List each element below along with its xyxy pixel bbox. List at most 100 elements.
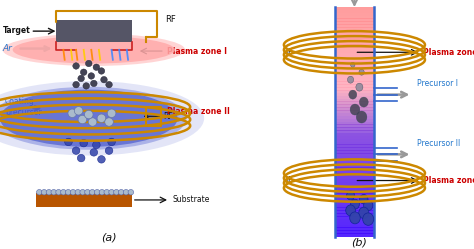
Text: Ar: Ar xyxy=(2,44,12,53)
Circle shape xyxy=(346,191,355,200)
Circle shape xyxy=(105,147,113,154)
Bar xyxy=(335,176,374,179)
Bar xyxy=(335,116,374,119)
Bar xyxy=(335,210,374,214)
Bar xyxy=(335,162,374,165)
Text: Precursor I: Precursor I xyxy=(417,79,458,88)
Bar xyxy=(335,164,374,168)
Bar xyxy=(335,202,374,205)
Circle shape xyxy=(356,83,363,91)
Bar xyxy=(335,213,374,216)
Bar xyxy=(335,233,374,237)
Ellipse shape xyxy=(0,81,204,155)
Bar xyxy=(335,62,374,65)
Circle shape xyxy=(128,189,134,195)
Circle shape xyxy=(123,189,129,195)
Bar xyxy=(335,13,374,16)
Circle shape xyxy=(106,81,112,88)
Circle shape xyxy=(360,194,368,204)
Bar xyxy=(335,139,374,142)
Bar xyxy=(335,173,374,176)
Bar xyxy=(335,130,374,133)
Circle shape xyxy=(350,104,360,115)
Bar xyxy=(335,122,374,125)
Circle shape xyxy=(65,189,71,195)
Circle shape xyxy=(109,189,114,195)
Circle shape xyxy=(75,189,81,195)
FancyBboxPatch shape xyxy=(56,20,132,42)
Bar xyxy=(335,228,374,231)
Ellipse shape xyxy=(2,34,185,66)
Bar xyxy=(335,216,374,219)
Text: RF: RF xyxy=(165,15,175,24)
Text: RF: RF xyxy=(283,48,293,57)
Circle shape xyxy=(356,111,367,123)
Bar xyxy=(335,99,374,102)
Ellipse shape xyxy=(13,36,175,63)
Bar xyxy=(335,150,374,153)
Bar xyxy=(335,59,374,62)
Bar xyxy=(335,70,374,73)
Bar xyxy=(335,127,374,130)
Bar xyxy=(335,87,374,90)
Bar xyxy=(335,24,374,28)
Text: Plasma zone II: Plasma zone II xyxy=(167,107,230,116)
Circle shape xyxy=(347,76,354,83)
Circle shape xyxy=(363,213,374,225)
Circle shape xyxy=(94,189,100,195)
Circle shape xyxy=(72,147,80,154)
Bar xyxy=(335,93,374,96)
Circle shape xyxy=(351,62,355,67)
Circle shape xyxy=(84,110,93,119)
Bar xyxy=(335,53,374,56)
Circle shape xyxy=(351,199,359,209)
Bar xyxy=(335,156,374,159)
Bar xyxy=(335,124,374,128)
Circle shape xyxy=(98,156,105,163)
Bar xyxy=(335,159,374,162)
Circle shape xyxy=(77,154,85,162)
Circle shape xyxy=(85,60,92,67)
Bar xyxy=(335,222,374,225)
Bar xyxy=(335,185,374,188)
Bar xyxy=(335,104,374,108)
Circle shape xyxy=(107,109,116,118)
Bar xyxy=(335,141,374,145)
Circle shape xyxy=(78,115,87,124)
Bar xyxy=(335,44,374,48)
Bar xyxy=(335,207,374,211)
Text: Plasma zone I: Plasma zone I xyxy=(167,47,228,56)
Bar xyxy=(335,153,374,156)
Circle shape xyxy=(104,189,109,195)
Circle shape xyxy=(99,189,105,195)
Circle shape xyxy=(349,90,357,99)
Circle shape xyxy=(97,114,106,123)
Bar xyxy=(335,47,374,50)
Circle shape xyxy=(346,205,356,216)
Circle shape xyxy=(73,63,79,69)
Bar xyxy=(335,113,374,116)
Bar xyxy=(335,147,374,151)
Bar xyxy=(335,182,374,185)
Bar xyxy=(335,107,374,111)
Circle shape xyxy=(105,118,113,126)
Circle shape xyxy=(100,76,107,83)
Bar xyxy=(335,170,374,174)
Bar xyxy=(335,96,374,99)
Bar xyxy=(335,76,374,79)
Text: Plasma zone I: Plasma zone I xyxy=(423,48,474,57)
Bar xyxy=(335,179,374,182)
Bar xyxy=(335,193,374,196)
Circle shape xyxy=(80,189,85,195)
Bar xyxy=(335,190,374,194)
Bar xyxy=(335,196,374,199)
Bar xyxy=(335,41,374,45)
Text: Target: Target xyxy=(2,26,30,35)
Bar xyxy=(335,33,374,36)
Circle shape xyxy=(68,109,77,118)
Bar xyxy=(335,81,374,85)
Circle shape xyxy=(70,189,76,195)
Circle shape xyxy=(80,139,88,147)
Circle shape xyxy=(108,138,115,146)
Circle shape xyxy=(46,189,52,195)
